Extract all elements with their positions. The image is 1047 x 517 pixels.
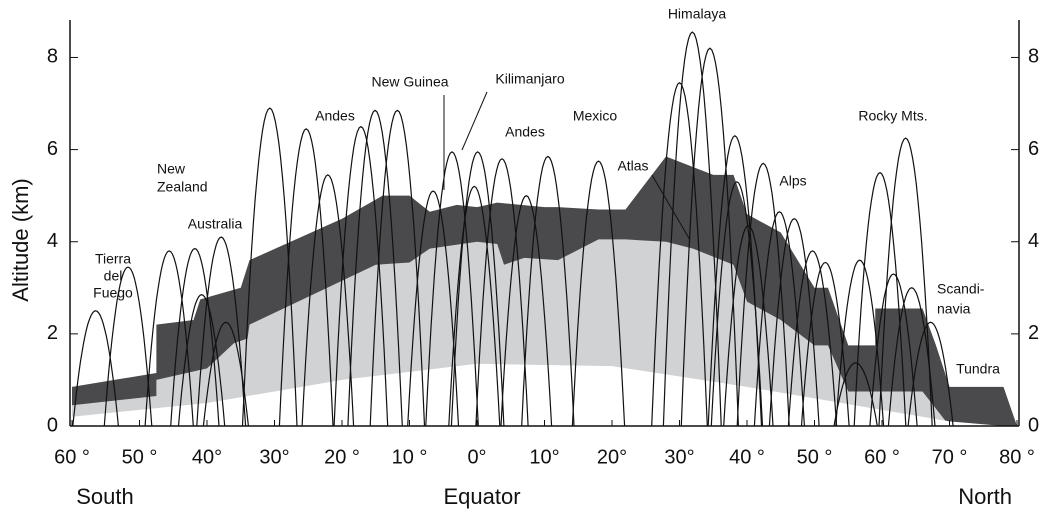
region-annotation: Zealand <box>157 179 208 195</box>
x-tick-label: 80 ° <box>999 446 1035 468</box>
y-tick-label: 2 <box>1028 322 1039 344</box>
x-tick-label: 10° <box>529 446 559 468</box>
mountain-peak <box>278 128 334 427</box>
mountain-peak <box>853 171 907 427</box>
x-tick-label: 0° <box>467 446 486 468</box>
mountain-peak <box>202 321 249 427</box>
mountain-peak <box>369 109 426 427</box>
region-annotation: Kilimanjaro <box>495 71 564 87</box>
region-annotation: Tundra <box>956 361 1000 377</box>
x-tick-label: 60 ° <box>864 446 900 468</box>
y-tick-label: 6 <box>47 138 58 160</box>
mountain-peak <box>448 185 501 427</box>
mountain-peak <box>800 261 850 427</box>
mountain-peak <box>196 236 247 427</box>
mountain-peak <box>177 294 226 427</box>
mountain-peak <box>571 160 626 427</box>
mountain-peak <box>347 109 403 427</box>
x-tick-label: 50 ° <box>797 446 833 468</box>
region-annotation: New <box>157 161 186 177</box>
x-tick-label: 60 ° <box>54 446 90 468</box>
x-tick-label: 30° <box>259 446 289 468</box>
region-annotation: Mexico <box>573 108 618 124</box>
leader-line <box>651 174 691 241</box>
x-tick-label: 30° <box>664 446 694 468</box>
mountain-peak <box>500 195 553 427</box>
y-tick-label: 4 <box>1028 230 1039 252</box>
y-tick-label: 8 <box>1028 46 1039 68</box>
mountain-peak <box>170 247 220 427</box>
region-annotation: Fuego <box>93 285 133 301</box>
region-annotation: del <box>104 268 123 284</box>
mountain-peak <box>835 259 885 427</box>
region-annotation: Atlas <box>617 158 648 174</box>
y-tick-label: 8 <box>47 46 58 68</box>
x-region-label: North <box>958 484 1012 509</box>
mountain-peak <box>241 107 298 427</box>
mountain-peak <box>707 135 763 427</box>
mountain-peak <box>878 137 933 427</box>
mountain-peak <box>833 362 878 427</box>
mountain-peak <box>680 47 739 427</box>
mountain-peak <box>710 181 764 427</box>
mountain-peak <box>651 82 708 427</box>
mountain-peak <box>72 310 119 427</box>
x-tick-label: 70 ° <box>932 446 968 468</box>
mountain-peak <box>450 151 505 427</box>
mountain-peak <box>869 273 918 427</box>
mountain-peak <box>662 31 722 427</box>
y-tick-label: 2 <box>47 322 58 344</box>
x-tick-label: 40 ° <box>729 446 765 468</box>
region-annotation: Andes <box>315 108 355 124</box>
mountain-peak <box>768 218 820 427</box>
region-annotation: New Guinea <box>371 74 448 90</box>
x-tick-label: 20° <box>597 446 627 468</box>
x-tick-label: 40° <box>192 446 222 468</box>
y-axis-label: Altitude (km) <box>8 178 33 301</box>
mountain-peak <box>301 174 355 427</box>
region-annotation: Andes <box>505 124 545 140</box>
x-tick-label: 50 ° <box>122 446 158 468</box>
mountain-peak <box>787 250 838 427</box>
y-tick-label: 0 <box>47 414 58 436</box>
mountain-peak <box>144 250 194 427</box>
x-tick-label: 20 ° <box>324 446 360 468</box>
region-annotation: Scandi- <box>937 281 985 297</box>
x-region-label: Equator <box>443 484 520 509</box>
mountain-peak <box>907 321 954 427</box>
x-region-label: South <box>76 484 134 509</box>
mountain-peak <box>475 158 529 427</box>
region-annotation: Alps <box>779 173 806 189</box>
mountain-peak <box>723 224 774 427</box>
mountain-peak <box>887 287 936 427</box>
mountain-peak <box>425 151 479 427</box>
region-annotation: Australia <box>188 216 243 232</box>
y-tick-label: 6 <box>1028 138 1039 160</box>
x-tick-label: 10 ° <box>392 446 428 468</box>
mountain-peak <box>521 155 575 427</box>
region-annotation: navia <box>937 301 971 317</box>
mountain-peak <box>103 266 153 427</box>
mountain-peak <box>407 190 460 427</box>
region-annotation: Tierra <box>95 251 131 267</box>
leader-line <box>461 91 488 151</box>
y-tick-label: 0 <box>1028 414 1039 436</box>
region-annotation: Himalaya <box>668 6 727 22</box>
y-tick-label: 4 <box>47 230 58 252</box>
region-annotation: Rocky Mts. <box>858 108 927 124</box>
mountain-peak <box>753 211 805 427</box>
